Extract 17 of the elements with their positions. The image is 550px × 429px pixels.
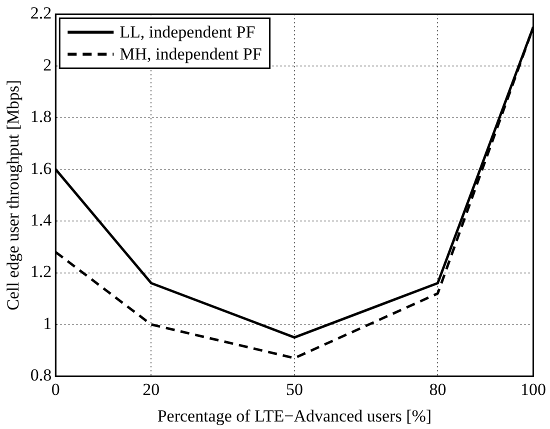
y-tick-label: 1.8 — [30, 107, 52, 126]
y-tick-label: 0.8 — [30, 366, 52, 385]
y-tick-label: 1 — [43, 314, 52, 333]
x-tick-label: 20 — [142, 380, 160, 399]
y-axis-title: Cell edge user throughput [Mbps] — [4, 80, 23, 310]
legend-label: LL, independent PF — [120, 22, 256, 42]
y-tick-label: 1.4 — [30, 210, 52, 230]
x-tick-label: 0 — [51, 380, 60, 399]
x-axis-title: Percentage of LTE−Advanced users [%] — [157, 406, 432, 426]
legend-label: MH, independent PF — [120, 44, 262, 64]
y-tick-label: 1.2 — [30, 262, 52, 282]
x-tick-label: 50 — [286, 380, 303, 399]
y-tick-label: 2 — [43, 55, 52, 74]
x-tick-label: 100 — [520, 380, 546, 399]
x-tick-label: 80 — [429, 380, 446, 399]
y-tick-label: 1.6 — [30, 158, 52, 178]
y-tick-label: 2.2 — [30, 4, 52, 23]
